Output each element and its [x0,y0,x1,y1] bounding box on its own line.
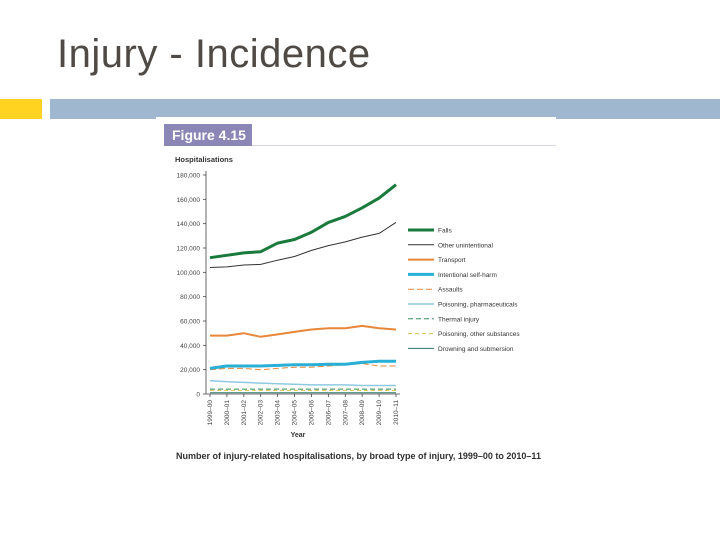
line-chart: Hospitalisations 0 20,000 40,000 60,000 80,00… [175,155,520,439]
series-line [209,221,397,268]
x-tick-label: 2001–02 [241,400,248,426]
y-tick-label: 160,000 [177,197,201,204]
y-tick-label: 20,000 [180,367,200,374]
legend-label: Poisoning, other substances [438,331,520,338]
legend-label: Assaults [438,287,463,294]
x-tick-label: 2008–09 [359,400,366,426]
series-line [209,379,396,387]
x-axis-label: Year [291,432,306,439]
y-tick-label: 60,000 [180,319,200,326]
legend-label: Falls [438,228,452,235]
x-tick-label: 1999–00 [207,400,214,426]
x-tick-label: 2005–06 [308,400,315,426]
legend-label: Thermal injury [438,316,480,323]
x-tick-label: 2003–04 [275,400,282,426]
x-tick-label: 2000–01 [224,400,231,426]
y-axis-label: Hospitalisations [175,155,233,164]
legend-label: Intentional self-harm [438,272,497,279]
x-tick-label: 2009–10 [376,400,383,426]
y-tick-label: 80,000 [180,294,200,301]
figure-panel [156,117,556,469]
series-line [210,324,397,338]
y-tick-label: 120,000 [177,246,201,253]
x-tick-label: 2007–08 [342,400,349,426]
accent-bar-yellow [0,99,42,119]
legend-label: Other unintentional [438,242,493,249]
y-tick-label: 140,000 [177,221,201,228]
series-line [209,359,396,370]
y-tick-label: 180,000 [177,173,201,180]
y-tick-label: 100,000 [177,270,201,277]
x-tick-label: 2010–11 [393,400,400,425]
slide-title: Injury - Incidence [57,32,371,76]
figure-caption: Number of injury-related hospitalisation… [176,451,541,461]
x-tick-label: 2006–07 [325,400,332,426]
legend-label: Transport [438,257,466,264]
figure-label-box: Figure 4.15 [164,124,252,146]
x-tick-label: 2004–05 [292,400,299,426]
series-line [209,183,397,260]
figure-label: Figure 4.15 [172,127,246,143]
y-tick-label: 0 [196,392,200,399]
y-tick-label: 40,000 [180,343,200,350]
figure-header-rule [252,145,556,146]
legend-label: Poisoning, pharmaceuticals [438,302,518,309]
accent-bar-blue [50,99,720,119]
x-tick-label: 2002–03 [258,400,265,426]
series-line [209,363,396,371]
legend-label: Drowning and submersion [438,346,514,353]
